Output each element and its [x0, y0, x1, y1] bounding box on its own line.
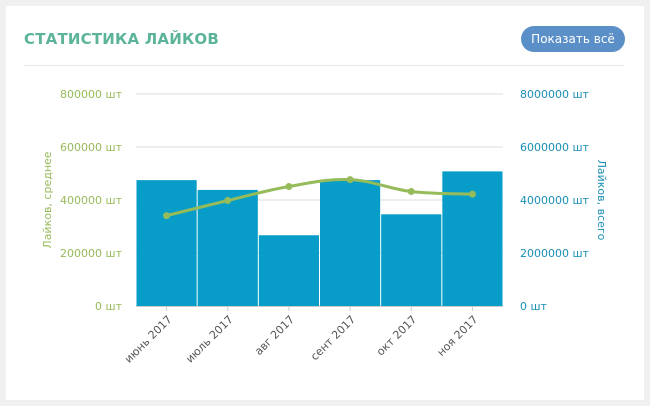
left-tick-label: 600000 шт — [60, 141, 123, 154]
x-tick-label: ноя 2017 — [435, 313, 481, 359]
bar — [320, 180, 381, 306]
header-divider — [24, 65, 624, 66]
right-tick-label: 0 шт — [520, 300, 548, 313]
average-likes-line — [165, 177, 474, 218]
bar — [381, 214, 442, 306]
left-tick-label: 400000 шт — [60, 194, 123, 207]
x-tick-label: сент 2017 — [308, 313, 358, 363]
x-tick-label: окт 2017 — [374, 313, 419, 358]
left-tick-label: 200000 шт — [60, 247, 123, 260]
line-point — [285, 182, 293, 190]
line-point — [468, 190, 476, 198]
bar — [197, 189, 258, 306]
right-tick-label: 4000000 шт — [520, 194, 590, 207]
x-tick-label: авг 2017 — [252, 313, 297, 358]
x-tick-label: июль 2017 — [183, 313, 236, 366]
line-point — [224, 197, 232, 205]
bar — [136, 180, 197, 306]
right-tick-label: 8000000 шт — [520, 88, 590, 101]
show-all-button[interactable]: Показать всё — [521, 26, 625, 52]
left-tick-label: 0 шт — [95, 300, 123, 313]
line-point — [163, 212, 171, 220]
x-tick-label: июнь 2017 — [122, 313, 175, 366]
left-tick-label: 800000 шт — [60, 88, 123, 101]
card-title: Статистика лайков — [24, 30, 219, 48]
bar — [258, 235, 319, 306]
right-tick-label: 6000000 шт — [520, 141, 590, 154]
left-axis-title: Лайков, среднее — [41, 151, 54, 248]
line-point — [346, 176, 354, 184]
line-point — [407, 188, 415, 196]
right-tick-label: 2000000 шт — [520, 247, 590, 260]
right-axis-title: Лайков, всего — [595, 160, 608, 241]
